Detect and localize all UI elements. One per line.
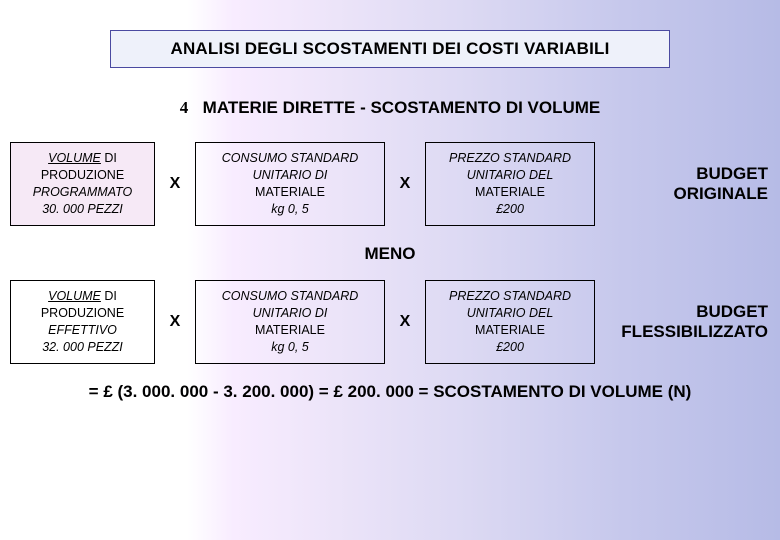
bullet-icon: 4 — [180, 98, 189, 118]
produzione-label: PRODUZIONE — [41, 305, 124, 322]
consumo-value: kg 0, 5 — [271, 339, 309, 356]
effettivo-label: EFFETTIVO — [48, 322, 117, 339]
prezzo-l1: PREZZO STANDARD — [449, 150, 571, 167]
formula-row-budget-originale: VOLUME DI PRODUZIONE PROGRAMMATO 30. 000… — [10, 142, 770, 226]
produzione-label: PRODUZIONE — [41, 167, 124, 184]
budget-originale-label: BUDGET ORIGINALE — [605, 164, 770, 204]
consumo-l2: UNITARIO DI — [253, 167, 328, 184]
prezzo-l3: MATERIALE — [475, 322, 545, 339]
result-a: 3. 000. 000 - 3. 200. 000) = — [123, 382, 333, 401]
programmato-label: PROGRAMMATO — [33, 184, 133, 201]
currency-glyph: £ — [496, 202, 503, 216]
volume-label-suffix: DI — [101, 289, 117, 303]
prezzo-l1: PREZZO STANDARD — [449, 288, 571, 305]
title-box: ANALISI DEGLI SCOSTAMENTI DEI COSTI VARI… — [110, 30, 670, 68]
multiply-op: X — [165, 313, 185, 331]
volume-programmato-cell: VOLUME DI PRODUZIONE PROGRAMMATO 30. 000… — [10, 142, 155, 226]
result-lparen: £ ( — [103, 382, 123, 401]
consumo-l1: CONSUMO STANDARD — [222, 288, 359, 305]
meno-label: MENO — [10, 244, 770, 264]
prezzo-value: £200 — [496, 339, 524, 356]
volume-label: VOLUME — [48, 151, 101, 165]
prezzo-l2: UNITARIO DEL — [467, 167, 554, 184]
multiply-op: X — [395, 175, 415, 193]
multiply-op: X — [395, 313, 415, 331]
result-b: 200. 000 = SCOSTAMENTO DI VOLUME (N) — [348, 382, 692, 401]
result-eq: = — [89, 382, 104, 401]
consumo-l3: MATERIALE — [255, 184, 325, 201]
volume-value: 30. 000 PEZZI — [42, 201, 123, 218]
page-title: ANALISI DEGLI SCOSTAMENTI DEI COSTI VARI… — [170, 39, 609, 58]
consumo-standard-cell-1: CONSUMO STANDARD UNITARIO DI MATERIALE k… — [195, 142, 385, 226]
prezzo-standard-cell-2: PREZZO STANDARD UNITARIO DEL MATERIALE £… — [425, 280, 595, 364]
budget-flessibilizzato-label: BUDGET FLESSIBILIZZATO — [605, 302, 770, 342]
volume-label: VOLUME — [48, 289, 101, 303]
volume-value: 32. 000 PEZZI — [42, 339, 123, 356]
formula-row-budget-flessibilizzato: VOLUME DI PRODUZIONE EFFETTIVO 32. 000 P… — [10, 280, 770, 364]
consumo-standard-cell-2: CONSUMO STANDARD UNITARIO DI MATERIALE k… — [195, 280, 385, 364]
currency-glyph: £ — [496, 340, 503, 354]
volume-label-suffix: DI — [101, 151, 117, 165]
result-row: = £ (3. 000. 000 - 3. 200. 000) = £ 200.… — [10, 382, 770, 402]
prezzo-l2: UNITARIO DEL — [467, 305, 554, 322]
consumo-l3: MATERIALE — [255, 322, 325, 339]
subtitle: MATERIE DIRETTE - SCOSTAMENTO DI VOLUME — [203, 98, 601, 118]
result-bpre: £ — [333, 382, 347, 401]
subtitle-row: 4 MATERIE DIRETTE - SCOSTAMENTO DI VOLUM… — [10, 98, 770, 118]
consumo-value: kg 0, 5 — [271, 201, 309, 218]
volume-effettivo-cell: VOLUME DI PRODUZIONE EFFETTIVO 32. 000 P… — [10, 280, 155, 364]
prezzo-l3: MATERIALE — [475, 184, 545, 201]
multiply-op: X — [165, 175, 185, 193]
consumo-l2: UNITARIO DI — [253, 305, 328, 322]
consumo-l1: CONSUMO STANDARD — [222, 150, 359, 167]
prezzo-value: £200 — [496, 201, 524, 218]
prezzo-standard-cell-1: PREZZO STANDARD UNITARIO DEL MATERIALE £… — [425, 142, 595, 226]
